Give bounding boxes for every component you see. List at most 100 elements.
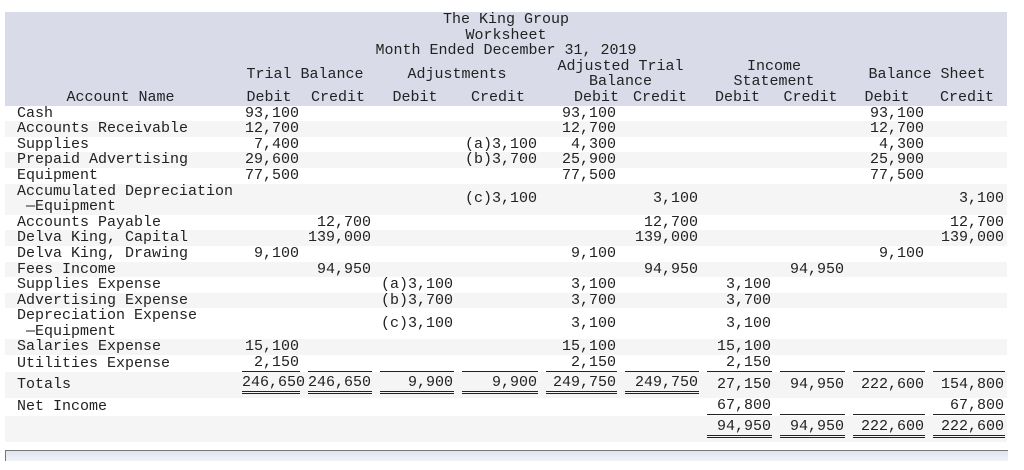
- column-header-credit: Credit: [774, 90, 847, 106]
- table-row: Cash 93,100 93,100 93,100: [5, 105, 1008, 122]
- amount-cell: [540, 397, 619, 416]
- amount-value: [707, 168, 772, 184]
- amount-cell: [456, 308, 540, 340]
- amount-cell: [302, 167, 374, 184]
- table-row: Utilities Expense 2,150 2,150 2,150: [5, 355, 1008, 372]
- table-row: Equipment 77,500 77,500 77,500: [5, 166, 1008, 184]
- amount-value: [707, 246, 772, 262]
- account-name-line1: Fees Income: [17, 260, 117, 278]
- amount-value: [625, 355, 699, 372]
- account-name-line1: Accumulated Depreciation: [17, 182, 234, 200]
- amount-cell: [701, 183, 774, 215]
- amount-cell: [456, 105, 540, 122]
- amount-value: [308, 421, 372, 437]
- amount-cell: [619, 415, 701, 442]
- amount-value: [853, 277, 925, 293]
- amount-value: [546, 399, 617, 415]
- amount-cell: [236, 292, 302, 309]
- amount-value: [625, 106, 699, 122]
- amount-value: [462, 339, 538, 355]
- amount-value: [933, 152, 1005, 168]
- amount-cell: [847, 339, 927, 356]
- amount-value: [380, 191, 454, 207]
- amount-value: 29,600: [244, 151, 299, 169]
- amount-cell: [456, 261, 540, 278]
- column-header-credit: Credit: [456, 90, 540, 106]
- amount-cell: 12,700: [540, 121, 619, 137]
- amount-cell: [774, 397, 847, 416]
- amount-cell: 3,100: [701, 308, 774, 340]
- amount-value: 3,700: [725, 291, 771, 309]
- worksheet-table: The King Group Worksheet Month Ended Dec…: [5, 12, 1008, 442]
- amount-cell: [374, 397, 456, 416]
- amount-value: [625, 168, 699, 184]
- account-name-line1: Depreciation Expense: [17, 307, 198, 325]
- amount-value: [780, 191, 845, 207]
- amount-cell: [774, 308, 847, 340]
- amount-cell: 139,000: [927, 230, 1008, 246]
- amount-value: 222,600: [853, 419, 925, 438]
- amount-cell: [374, 121, 456, 137]
- amount-cell: [374, 105, 456, 122]
- amount-cell: [619, 152, 701, 168]
- amount-cell: 154,800: [927, 371, 1008, 398]
- amount-value: [853, 230, 925, 246]
- amount-cell: [701, 152, 774, 168]
- amount-cell: (c)3,100: [456, 183, 540, 215]
- amount-value: [380, 137, 454, 153]
- amount-cell: 3,100: [927, 183, 1008, 215]
- amount-cell: [456, 277, 540, 293]
- amount-cell: [701, 245, 774, 262]
- amount-cell: [619, 105, 701, 122]
- amount-value: [853, 316, 925, 332]
- amount-cell: 93,100: [847, 105, 927, 122]
- amount-value: [933, 339, 1005, 355]
- amount-cell: [456, 121, 540, 137]
- amount-cell: [374, 245, 456, 262]
- amount-cell: [847, 292, 927, 309]
- amount-value: [933, 355, 1006, 372]
- horizontal-scrollbar[interactable]: [5, 450, 1008, 461]
- amount-cell: [302, 277, 374, 293]
- amount-value: [380, 106, 454, 122]
- account-name: Supplies Expense: [5, 277, 236, 293]
- account-name-line1: Equipment: [17, 166, 99, 184]
- group-adjusted-line1: Adjusted Trial: [557, 57, 684, 75]
- column-header-credit: Credit: [302, 90, 374, 106]
- amount-cell: [701, 230, 774, 246]
- amount-value: [780, 316, 845, 332]
- table-row: Accumulated Depreciation —Equipment (c)3,…: [5, 182, 1008, 216]
- amount-cell: 9,900: [374, 371, 456, 398]
- amount-cell: 222,600: [927, 415, 1008, 442]
- amount-value: [462, 399, 538, 415]
- amount-cell: [847, 355, 927, 372]
- amount-value: [707, 215, 772, 231]
- amount-cell: [927, 261, 1008, 278]
- amount-cell: 3,100: [540, 277, 619, 293]
- amount-cell: (c)3,100: [374, 308, 456, 340]
- amount-value: [462, 293, 538, 309]
- amount-cell: [927, 308, 1008, 340]
- amount-value: [380, 262, 454, 278]
- column-header-debit: Debit: [374, 90, 456, 106]
- account-name-line2: —Equipment: [26, 198, 117, 216]
- amount-cell: (a)3,100: [456, 137, 540, 153]
- amount-value: 77,500: [869, 166, 924, 184]
- amount-cell: 94,950: [774, 261, 847, 278]
- amount-value: [625, 316, 699, 332]
- account-name: Equipment: [5, 168, 236, 184]
- amount-value: [625, 246, 699, 262]
- amount-value: [933, 246, 1005, 262]
- amount-cell: 4,300: [847, 137, 927, 153]
- amount-value: [933, 137, 1005, 153]
- amount-cell: [774, 136, 847, 153]
- amount-value: [707, 262, 772, 278]
- amount-value: 3,100: [570, 315, 616, 333]
- amount-cell: [847, 261, 927, 278]
- account-name: Supplies: [5, 136, 236, 153]
- amount-value: 94,950: [707, 419, 772, 438]
- amount-cell: 9,100: [236, 246, 302, 262]
- amount-value: [308, 293, 372, 309]
- amount-cell: [701, 214, 774, 231]
- account-name: Fees Income: [5, 260, 236, 278]
